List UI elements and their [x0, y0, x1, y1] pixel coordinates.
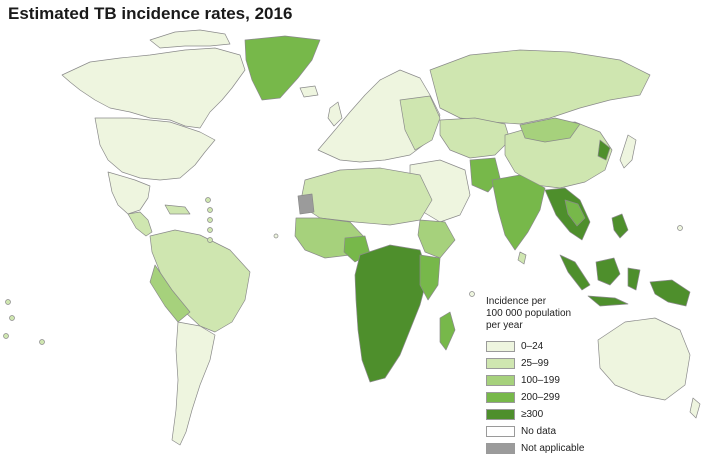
legend-label: 200–299 — [521, 392, 560, 403]
region-western-sahara — [297, 193, 315, 215]
island-marker — [205, 197, 211, 203]
island-marker — [207, 227, 213, 233]
region-east-africa — [419, 254, 441, 301]
legend-title: Incidence per 100 000 population per yea… — [486, 296, 656, 332]
region-usa — [94, 117, 216, 181]
region-korea — [597, 139, 611, 161]
island-marker — [39, 339, 45, 345]
legend-label: 100–199 — [521, 375, 560, 386]
region-sumatra — [559, 254, 591, 291]
region-greenland — [244, 35, 321, 101]
legend-label: No data — [521, 426, 557, 437]
region-horn-africa — [417, 219, 456, 259]
region-central-america — [127, 211, 153, 237]
legend-swatch — [486, 358, 515, 369]
legend-item: 100–199 — [486, 372, 656, 389]
legend-item: 200–299 — [486, 389, 656, 406]
region-uk — [327, 101, 343, 127]
island-marker — [207, 217, 213, 223]
island-marker — [207, 207, 213, 213]
region-indochina — [564, 199, 586, 227]
island-marker — [469, 291, 475, 297]
legend-item: 25–99 — [486, 355, 656, 372]
region-mexico — [107, 171, 151, 215]
legend-title-line: Incidence per — [486, 296, 547, 307]
legend-title-line: 100 000 population — [486, 308, 572, 319]
region-russia — [429, 49, 651, 125]
region-india — [491, 174, 546, 251]
region-eastern-europe — [399, 95, 441, 151]
island-marker — [207, 237, 213, 243]
island-marker — [273, 233, 279, 239]
region-madagascar — [439, 311, 456, 351]
map-title: Estimated TB incidence rates, 2016 — [8, 4, 293, 23]
region-borneo — [595, 257, 621, 286]
island-marker — [3, 333, 9, 339]
region-canada-alaska — [61, 47, 246, 129]
region-southeast-asia — [544, 187, 591, 241]
legend-item: 0–24 — [486, 338, 656, 355]
region-arctic-islands — [149, 29, 231, 49]
legend-label: 0–24 — [521, 341, 544, 352]
island-marker — [5, 299, 11, 305]
region-mongolia — [519, 117, 581, 143]
region-central-africa — [354, 244, 429, 383]
region-new-zealand — [689, 397, 701, 419]
legend-swatch — [486, 409, 515, 420]
region-new-guinea — [649, 279, 691, 307]
region-north-africa — [299, 167, 433, 226]
region-japan — [619, 134, 637, 169]
region-central-asia — [439, 117, 511, 159]
legend-item: ≥300 — [486, 406, 656, 423]
legend-label: Not applicable — [521, 443, 585, 454]
legend-item: Not applicable — [486, 440, 656, 457]
region-caribbean — [164, 204, 191, 215]
legend-swatch — [486, 443, 515, 454]
region-iceland — [299, 85, 319, 98]
legend-label: 25–99 — [521, 358, 549, 369]
legend-swatch — [486, 392, 515, 403]
map-legend: Incidence per 100 000 population per yea… — [486, 296, 656, 457]
region-sri-lanka — [517, 251, 527, 265]
region-philippines — [611, 213, 629, 239]
legend-swatch — [486, 341, 515, 352]
region-south-america-south — [171, 321, 216, 446]
legend-swatch — [486, 375, 515, 386]
legend-swatch — [486, 426, 515, 437]
region-sulawesi — [627, 267, 641, 291]
region-australia — [597, 317, 691, 401]
legend-item: No data — [486, 423, 656, 440]
island-marker — [677, 225, 683, 231]
region-java — [587, 295, 629, 307]
legend-label: ≥300 — [521, 409, 544, 420]
island-marker — [9, 315, 15, 321]
legend-title-line: per year — [486, 320, 523, 331]
